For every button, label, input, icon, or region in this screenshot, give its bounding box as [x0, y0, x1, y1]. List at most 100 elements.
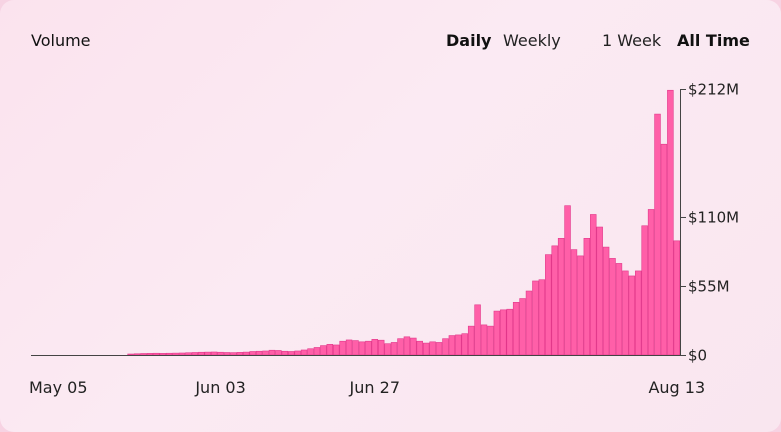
weekly-toggle[interactable]: Weekly: [503, 31, 561, 50]
volume-bar: [294, 350, 301, 356]
volume-bar: [191, 352, 199, 356]
chart-title: Volume: [31, 31, 91, 50]
volume-bar: [493, 310, 501, 356]
volume-bar: [480, 324, 488, 356]
volume-bar: [622, 270, 629, 356]
volume-bar: [467, 325, 475, 356]
volume-bar: [217, 351, 224, 356]
volume-bar: [435, 342, 443, 356]
one-week-range-button[interactable]: 1 Week: [602, 31, 662, 50]
axes-group: [31, 89, 686, 356]
volume-bar: [255, 350, 263, 356]
volume-bar: [461, 333, 468, 356]
volume-bar: [262, 350, 269, 356]
x-tick-label: Jun 27: [349, 378, 400, 397]
volume-bar: [545, 254, 552, 356]
volume-bar: [146, 353, 154, 356]
volume-bar: [198, 351, 205, 356]
volume-bar: [506, 308, 513, 356]
volume-bar: [570, 249, 578, 356]
volume-bar: [538, 279, 546, 356]
volume-bar: [268, 349, 276, 356]
volume-bar: [300, 349, 308, 356]
volume-bar: [352, 340, 359, 356]
volume-bar: [422, 342, 430, 356]
volume-bar: [448, 335, 456, 356]
x-tick-label: May 05: [29, 378, 88, 397]
y-axis-labels: $0 $55M $110M $212M: [688, 81, 739, 365]
y-tick-label: $212M: [688, 81, 739, 99]
volume-bar: [307, 348, 314, 356]
volume-bar: [403, 336, 411, 356]
volume-bar: [532, 280, 539, 356]
x-tick-label: Jun 03: [194, 378, 245, 397]
volume-bar: [326, 344, 334, 356]
volume-bar: [140, 353, 147, 356]
volume-bar: [525, 290, 533, 356]
volume-bar: [410, 337, 417, 356]
volume-bar: [365, 340, 372, 356]
volume-bar: [358, 341, 366, 356]
volume-bar: [178, 352, 186, 356]
volume-bar: [500, 309, 507, 356]
volume-bar: [551, 245, 558, 356]
volume-bar: [557, 238, 565, 356]
volume-bar: [236, 352, 244, 356]
volume-bar: [590, 214, 597, 356]
volume-bar: [210, 351, 218, 356]
volume-bar: [313, 347, 321, 356]
volume-bar: [377, 339, 385, 356]
volume-bar: [487, 325, 494, 356]
volume-bar: [641, 225, 648, 356]
volume-bar: [628, 275, 636, 356]
y-tick-label: $55M: [688, 277, 730, 295]
volume-bar: [602, 246, 610, 356]
volume-bar: [512, 301, 520, 356]
volume-bar: [635, 270, 642, 356]
volume-bar: [429, 341, 436, 356]
volume-bar: [416, 340, 423, 356]
volume-bar: [185, 352, 192, 356]
volume-bar: [249, 351, 256, 356]
volume-bar: [564, 205, 571, 356]
x-tick-label: Aug 13: [648, 378, 705, 397]
volume-bar: [673, 240, 680, 356]
volume-bar: [159, 353, 166, 356]
volume-bar: [320, 345, 327, 356]
volume-bar: [660, 143, 668, 356]
y-tick-label: $0: [688, 347, 707, 365]
volume-bar: [133, 353, 141, 356]
volume-bar: [390, 342, 398, 356]
volume-bar: [577, 255, 584, 356]
volume-bar: [519, 298, 526, 356]
volume-bar: [275, 350, 282, 356]
volume-bar: [153, 352, 160, 356]
volume-bar: [243, 351, 250, 356]
daily-toggle[interactable]: Daily: [446, 31, 492, 50]
volume-bar: [223, 352, 231, 356]
y-tick-label: $110M: [688, 208, 739, 226]
volume-bar: [596, 226, 603, 356]
volume-bar: [230, 352, 237, 356]
bars-group: [127, 89, 680, 356]
volume-bar: [288, 351, 295, 356]
volume-bar: [371, 339, 378, 356]
volume-bar: [442, 338, 449, 356]
volume-bar: [165, 352, 173, 356]
volume-bar: [647, 209, 655, 356]
volume-bar: [172, 352, 179, 356]
volume-bar: [281, 350, 289, 356]
volume-bar: [474, 304, 481, 356]
volume-bar: [654, 113, 661, 356]
volume-bar: [615, 263, 623, 356]
volume-bar: [333, 344, 340, 356]
volume-bar: [127, 353, 134, 356]
volume-bar: [609, 258, 616, 356]
volume-bar: [583, 238, 591, 356]
volume-bar: [339, 340, 346, 356]
all-time-range-button[interactable]: All Time: [677, 31, 750, 50]
volume-bar: [397, 338, 404, 356]
volume-bar: [667, 89, 674, 356]
